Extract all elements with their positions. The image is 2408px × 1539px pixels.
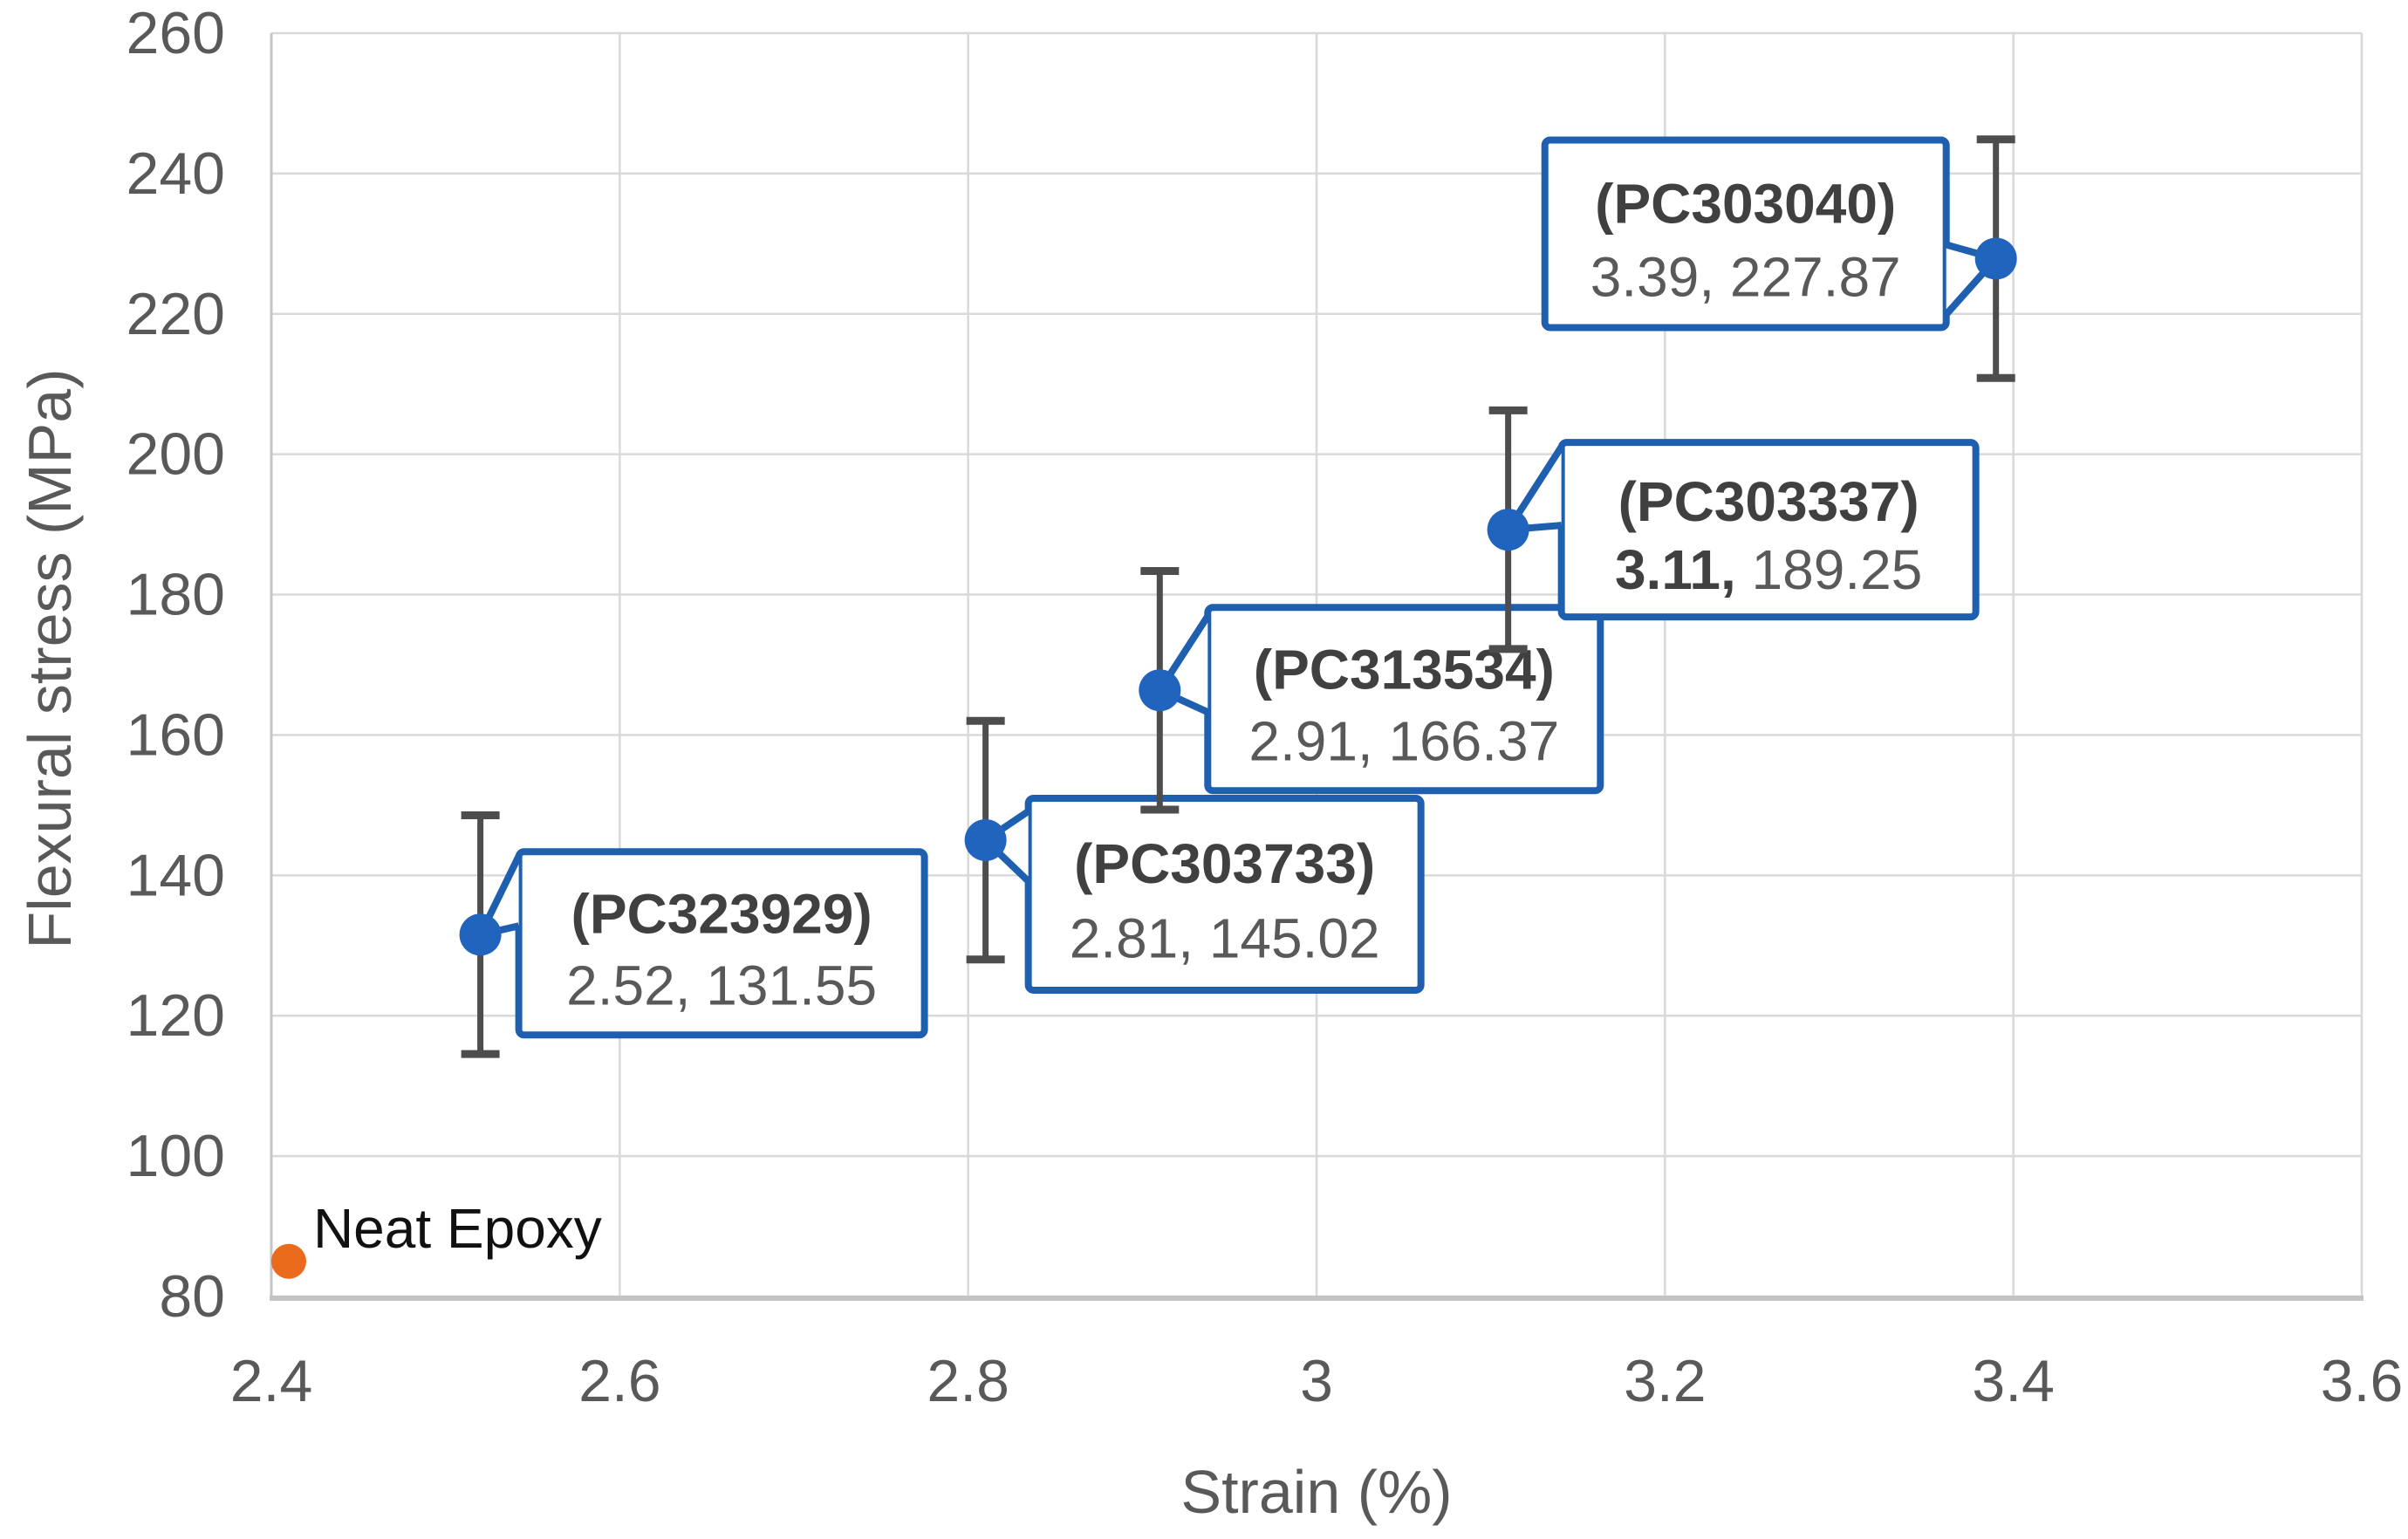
x-tick-label-2.4: 2.4: [230, 1348, 313, 1414]
y-tick-label-120: 120: [127, 982, 225, 1049]
data-point-marker: [1139, 669, 1181, 712]
data-label-code: (PC303040): [1595, 173, 1896, 236]
data-label-code: (PC323929): [571, 883, 872, 946]
y-axis-title: Flexural stress (MPa): [16, 368, 84, 949]
x-tick-label-3.2: 3.2: [1624, 1348, 1707, 1414]
x-axis-title: Strain (%): [1180, 1458, 1453, 1526]
x-tick-label-3.6: 3.6: [2321, 1348, 2404, 1414]
x-tick-label-3: 3: [1300, 1348, 1333, 1414]
y-tick-label-140: 140: [127, 842, 225, 908]
x-tick-label-2.6: 2.6: [578, 1348, 661, 1414]
data-point-marker: [1974, 237, 2017, 280]
data-point-group-PC313534: (PC313534)2.91, 166.37: [1139, 566, 1604, 814]
data-label-callout-box: [1541, 136, 1950, 332]
data-point-group-PC303040: (PC303040) 3.39, 227.87: [1541, 135, 2017, 382]
data-label-code: (PC303733): [1074, 832, 1375, 895]
data-label-coordinates: 3.39, 227.87: [1591, 245, 1901, 308]
data-point-marker: [1487, 509, 1529, 551]
y-tick-label-200: 200: [127, 421, 225, 488]
data-point-group-PC303337: (PC303337)3.11, 189.25: [1487, 406, 1980, 653]
y-tick-label-240: 240: [127, 140, 225, 207]
x-tick-label-2.8: 2.8: [927, 1348, 1009, 1414]
neat-epoxy-label: Neat Epoxy: [313, 1197, 602, 1260]
data-label-code: (PC303337): [1618, 470, 1919, 533]
data-point-marker: [459, 913, 502, 956]
data-label-coordinates: 2.91, 166.37: [1248, 710, 1559, 773]
data-label-coordinates: 3.11, 189.25: [1615, 538, 1922, 601]
y-tick-label-260: 260: [127, 0, 225, 66]
data-point-group-PC303733: (PC303733) 2.81, 145.02: [964, 716, 1425, 994]
y-tick-label-100: 100: [127, 1123, 225, 1189]
neat-epoxy-marker: [270, 1243, 306, 1279]
data-label-coordinates: 2.52, 131.55: [566, 954, 877, 1017]
data-label-callout-box: [1024, 794, 1425, 994]
data-label-callout-box: [1557, 439, 1980, 621]
y-tick-label-80: 80: [159, 1263, 225, 1330]
x-tick-label-3.4: 3.4: [1972, 1348, 2055, 1414]
y-tick-label-160: 160: [127, 701, 225, 768]
data-label-coordinates: 2.81, 145.02: [1070, 907, 1380, 970]
y-tick-label-180: 180: [127, 562, 225, 628]
data-point-group-PC323929: (PC323929) 2.52, 131.55: [459, 811, 928, 1058]
data-label-callout-box: [515, 848, 928, 1039]
data-point-marker: [964, 818, 1007, 861]
neat-epoxy-group: Neat Epoxy: [270, 1197, 602, 1279]
y-tick-label-220: 220: [127, 281, 225, 347]
